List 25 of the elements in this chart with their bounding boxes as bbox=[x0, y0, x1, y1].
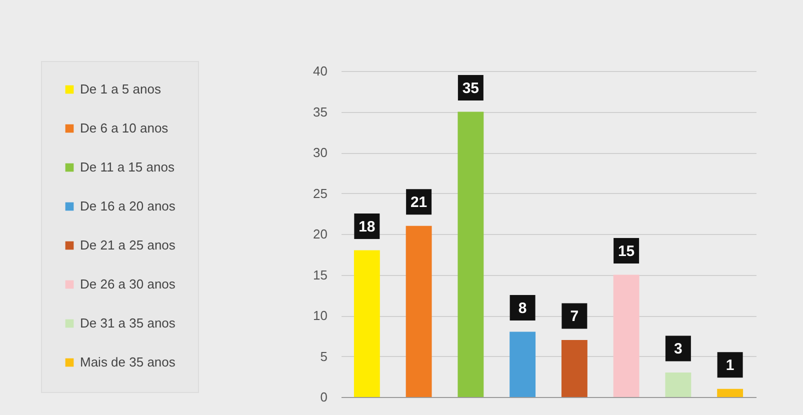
data-label: 3 bbox=[674, 340, 682, 358]
data-label: 7 bbox=[570, 308, 579, 325]
legend-label: De 1 a 5 anos bbox=[80, 82, 162, 96]
data-label: 21 bbox=[410, 194, 428, 211]
y-tick-label: 25 bbox=[313, 186, 328, 201]
data-label: 35 bbox=[462, 80, 480, 97]
legend-label: De 31 a 35 anos bbox=[80, 316, 176, 330]
y-tick-label: 15 bbox=[313, 267, 328, 282]
legend-label: De 21 a 25 anos bbox=[80, 238, 176, 252]
data-label: 18 bbox=[358, 218, 376, 236]
y-tick-label: 40 bbox=[313, 64, 328, 78]
y-tick-label: 30 bbox=[313, 145, 328, 160]
legend-label: De 26 a 30 anos bbox=[80, 276, 176, 292]
legend-label: Mais de 35 anos bbox=[80, 354, 176, 370]
y-tick-label: 20 bbox=[313, 226, 328, 242]
legend-label: De 11 a 15 anos bbox=[80, 160, 175, 174]
y-tick-label: 35 bbox=[313, 104, 328, 120]
legend-label: De 6 a 10 anos bbox=[80, 120, 169, 136]
legend-label: De 16 a 20 anos bbox=[80, 198, 176, 214]
y-tick-label: 5 bbox=[320, 348, 328, 364]
data-label: 15 bbox=[618, 242, 635, 260]
y-tick-label: 0 bbox=[320, 390, 328, 404]
y-tick-label: 10 bbox=[313, 308, 328, 323]
data-label: 1 bbox=[726, 356, 734, 374]
data-label: 8 bbox=[518, 300, 527, 317]
